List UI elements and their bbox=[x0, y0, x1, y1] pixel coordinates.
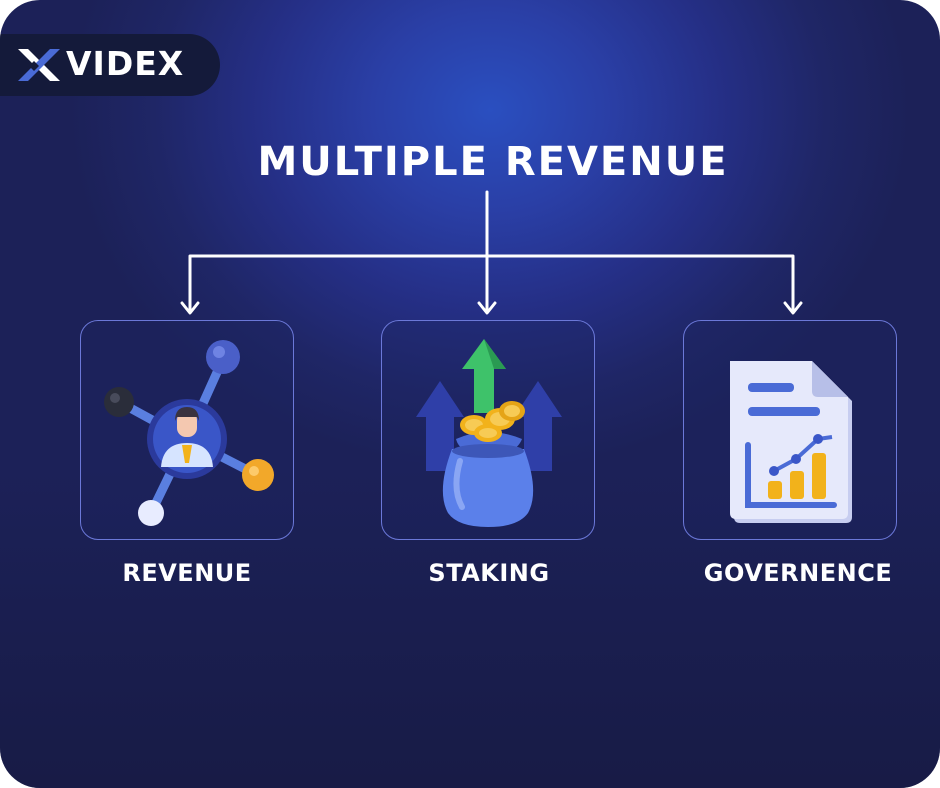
governence-box bbox=[683, 320, 897, 540]
revenue-label: REVENUE bbox=[122, 559, 252, 587]
staking-label: STAKING bbox=[428, 559, 550, 587]
network-person-icon bbox=[104, 340, 274, 526]
diagram-title: MULTIPLE REVENUE bbox=[257, 139, 729, 185]
money-bag-arrows-icon bbox=[416, 339, 562, 527]
brand-name: VIDEX bbox=[66, 44, 185, 83]
staking-box bbox=[381, 320, 595, 540]
x-logo-icon bbox=[18, 49, 60, 81]
revenue-box bbox=[80, 320, 294, 540]
document-chart-icon bbox=[730, 361, 852, 523]
governence-label: GOVERNENCE bbox=[703, 559, 893, 587]
